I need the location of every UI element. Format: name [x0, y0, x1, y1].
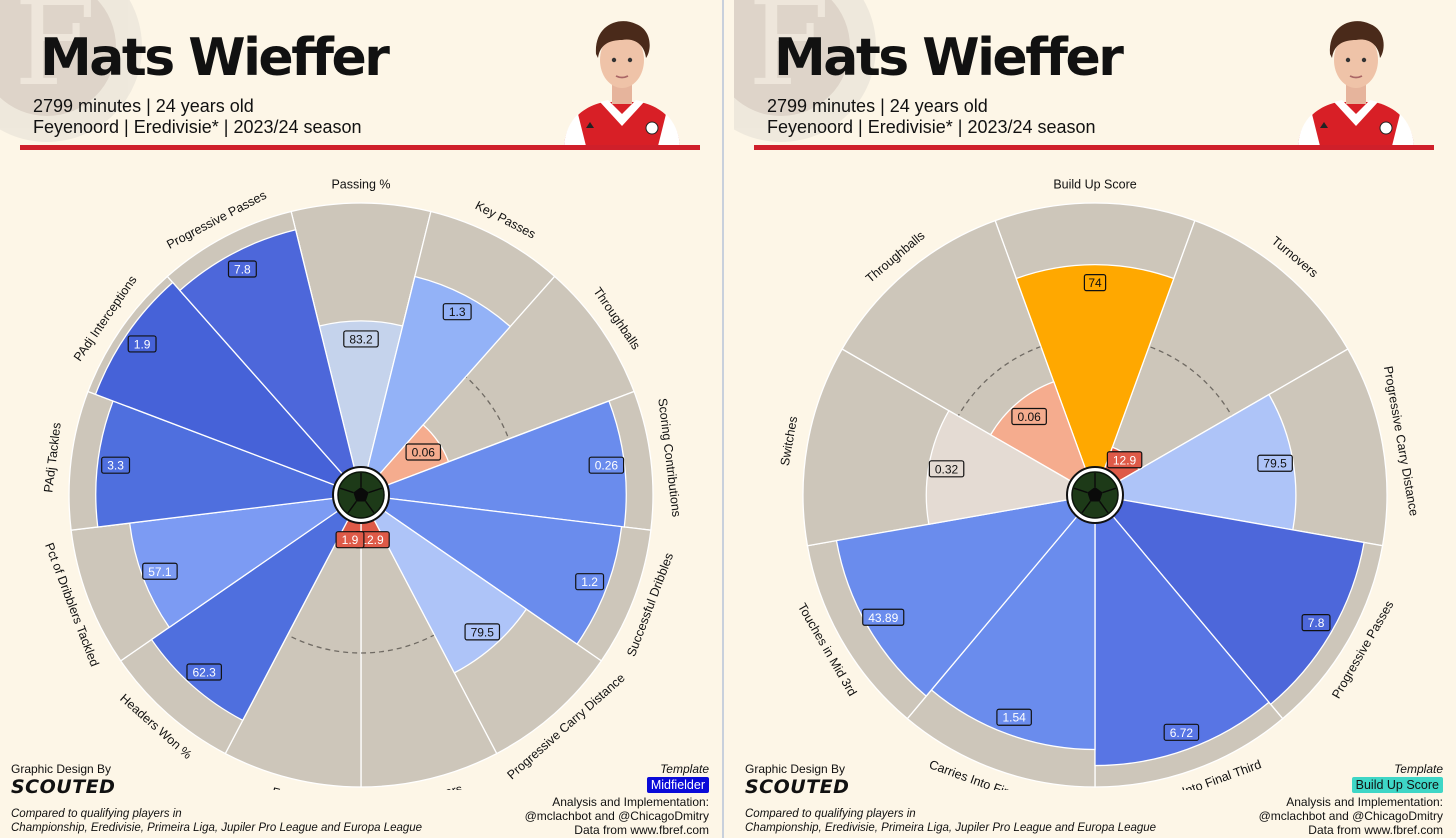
template-label: Template	[1394, 762, 1443, 776]
value-label: 7.8	[1301, 614, 1331, 632]
value-label: 1.2	[575, 573, 605, 591]
value-label: 1.9	[335, 531, 365, 549]
value-label-text: 1.3	[449, 305, 466, 319]
value-label: 6.72	[1163, 723, 1200, 741]
comparison-leagues: Championship, Eredivisie, Primeira Liga,…	[11, 822, 423, 834]
credits-right: Template Midfielder Analysis and Impleme…	[449, 762, 709, 838]
player-minutes-age: 2799 minutes | 24 years old	[33, 96, 254, 116]
value-label: 83.2	[343, 330, 379, 348]
player-name: Mats Wieffer	[774, 28, 1124, 88]
player-name: Mats Wieffer	[40, 28, 390, 88]
value-label: 7.8	[227, 260, 257, 278]
value-label: 1.3	[442, 303, 472, 321]
club-crest-watermark	[0, 0, 142, 142]
value-label: 62.3	[186, 663, 222, 681]
metric-label: Switches	[778, 415, 800, 467]
credits-right: Template Build Up Score Analysis and Imp…	[1183, 762, 1443, 838]
header-divider	[20, 145, 700, 150]
metric-label: PAdj Tackles	[41, 422, 63, 494]
comparison-note: Compared to qualifying players in	[745, 808, 916, 820]
value-label-text: 79.5	[471, 625, 495, 639]
value-label-text: 12.9	[360, 533, 384, 547]
metric-label: Fouls	[270, 785, 303, 790]
value-label-text: 1.2	[581, 575, 598, 589]
data-source: Data from www.fbref.com	[1308, 823, 1443, 837]
player-club-season: Feyenoord | Eredivisie* | 2023/24 season	[767, 117, 1096, 137]
template-badge: Midfielder	[646, 777, 709, 793]
value-label-text: 0.06	[1017, 410, 1041, 424]
credits-left: Graphic Design By SCOUTED Compared to qu…	[11, 762, 451, 838]
graphic-design-label: Graphic Design By	[11, 762, 112, 776]
left-panel: Mats Wieffer 2799 minutes | 24 years old…	[0, 0, 722, 838]
analysis-label: Analysis and Implementation:	[552, 795, 709, 809]
value-label: 57.1	[142, 562, 178, 580]
template-badge: Build Up Score	[1351, 777, 1443, 793]
analysis-authors: @mclachbot and @ChicagoDmitry	[524, 809, 709, 823]
value-label-text: 79.5	[1263, 457, 1287, 471]
value-label-text: 0.06	[412, 446, 436, 460]
value-label-text: 43.89	[868, 611, 898, 625]
value-label-text: 7.8	[1308, 616, 1325, 630]
value-label: 12.9	[1106, 451, 1143, 469]
value-label: 0.32	[928, 460, 965, 478]
analysis-label: Analysis and Implementation:	[1286, 795, 1443, 809]
graphic-design-label: Graphic Design By	[745, 762, 846, 776]
header-divider	[754, 145, 1434, 150]
football-icon	[1066, 466, 1124, 524]
comparison-leagues: Championship, Eredivisie, Primeira Liga,…	[745, 822, 1157, 834]
value-label: 3.3	[101, 456, 131, 474]
value-label-text: 12.9	[1113, 453, 1137, 467]
credits-left: Graphic Design By SCOUTED Compared to qu…	[745, 762, 1185, 838]
value-label-text: 0.32	[935, 462, 959, 476]
value-label: 0.26	[588, 456, 625, 474]
value-label-text: 6.72	[1170, 726, 1194, 740]
value-label-text: 7.8	[234, 262, 251, 276]
panel-divider	[722, 0, 734, 838]
value-label-text: 62.3	[193, 666, 217, 680]
value-label-text: 57.1	[148, 565, 172, 579]
scouted-logo: SCOUTED	[11, 776, 116, 798]
player-club-season: Feyenoord | Eredivisie* | 2023/24 season	[33, 117, 362, 137]
value-label-text: 83.2	[349, 332, 373, 346]
value-label-text: 1.9	[342, 533, 359, 547]
player-minutes-age: 2799 minutes | 24 years old	[767, 96, 988, 116]
percentile-radar-chart: 83.21.30.060.261.279.512.91.962.357.13.3…	[41, 177, 683, 790]
value-label: 74	[1083, 274, 1107, 292]
right-panel: Mats Wieffer 2799 minutes | 24 years old…	[734, 0, 1456, 838]
metric-label: Scoring Contributions	[655, 397, 683, 517]
percentile-radar-chart: 74 12.9 79.5 7.8 6.72 1.54 43.89 0.32 0.06 Build …	[778, 177, 1421, 790]
data-source: Data from www.fbref.com	[574, 823, 709, 837]
football-icon	[332, 466, 390, 524]
value-label: 79.5	[1257, 454, 1293, 472]
metric-label: Passing %	[331, 177, 390, 191]
value-label-text: 1.54	[1002, 711, 1026, 725]
value-label: 1.54	[996, 708, 1032, 726]
value-label: 79.5	[464, 623, 501, 641]
template-label: Template	[660, 762, 709, 776]
value-label-text: 0.26	[595, 459, 619, 473]
value-label-text: 1.9	[134, 337, 151, 351]
comparison-note: Compared to qualifying players in	[11, 808, 182, 820]
value-label: 0.06	[405, 443, 442, 461]
value-label: 1.9	[127, 335, 157, 353]
value-label-text: 3.3	[107, 459, 124, 473]
value-label: 0.06	[1011, 407, 1047, 426]
scouted-logo: SCOUTED	[745, 776, 850, 798]
value-label-text: 74	[1088, 276, 1102, 290]
analysis-authors: @mclachbot and @ChicagoDmitry	[1258, 809, 1443, 823]
metric-label: Build Up Score	[1053, 177, 1136, 191]
player-photo	[1298, 21, 1414, 146]
value-label: 43.89	[862, 608, 905, 626]
player-photo	[564, 21, 680, 146]
